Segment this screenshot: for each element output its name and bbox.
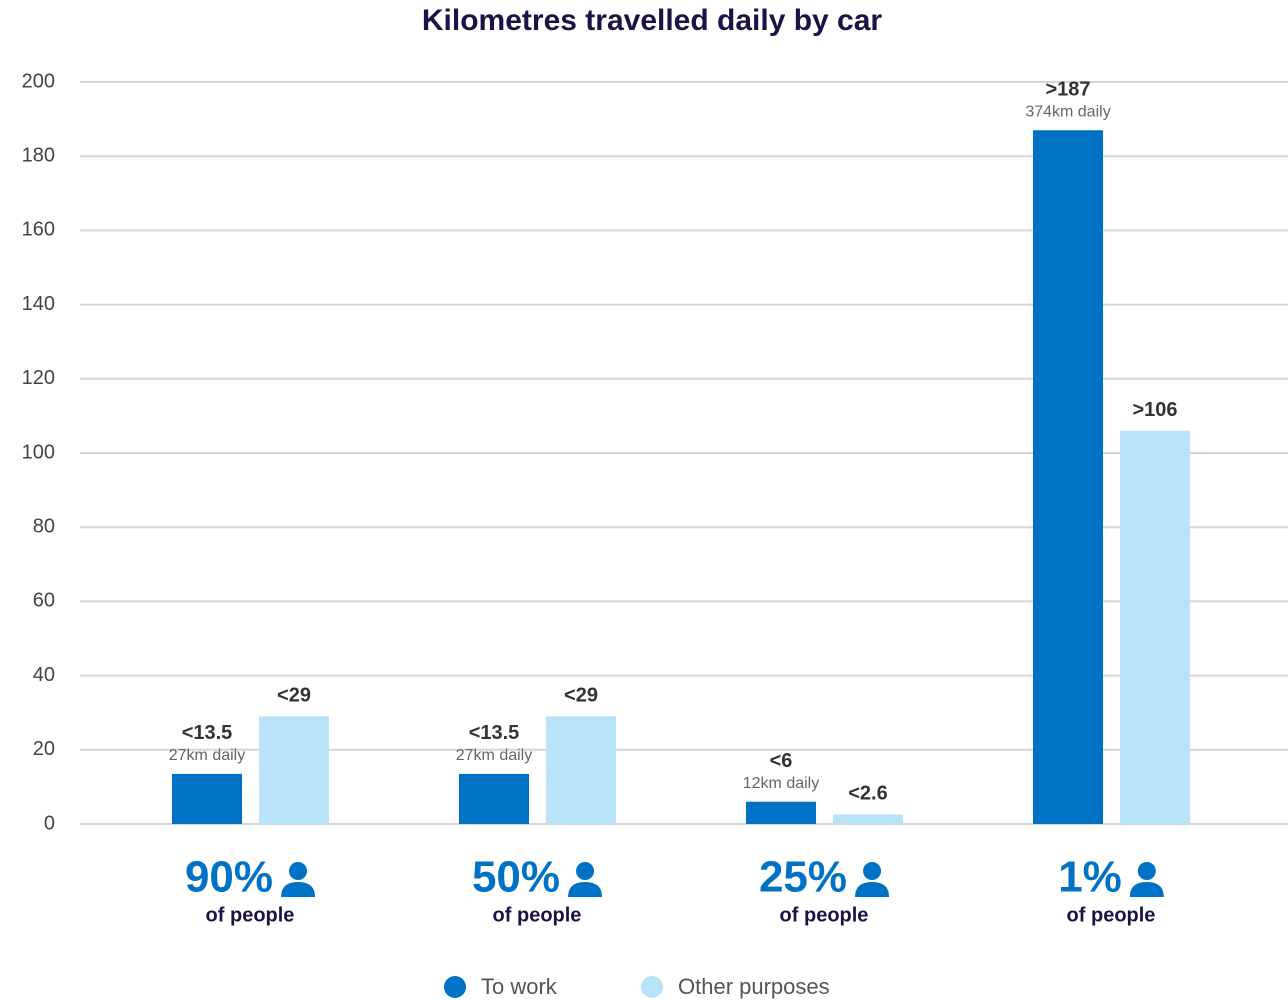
category-sublabel: of people — [206, 904, 295, 926]
chart-title: Kilometres travelled daily by car — [422, 4, 883, 37]
y-tick-label: 0 — [44, 812, 55, 834]
category-label: 50% — [472, 853, 560, 902]
daily-label: 374km daily — [1025, 103, 1110, 120]
value-label: <29 — [564, 685, 598, 707]
person-head — [289, 862, 308, 880]
legend-swatch — [444, 976, 466, 998]
person-body — [568, 882, 603, 897]
legend-swatch — [641, 976, 663, 998]
bar — [1033, 130, 1103, 825]
person-icon — [855, 862, 890, 897]
person-icon — [281, 862, 316, 897]
y-tick-label: 80 — [33, 515, 55, 537]
person-head — [576, 862, 595, 880]
bar — [259, 716, 329, 824]
y-tick-label: 200 — [22, 70, 55, 92]
person-head — [863, 862, 882, 880]
category-sublabel: of people — [1067, 904, 1156, 926]
person-body — [855, 882, 890, 897]
value-label: <13.5 — [182, 722, 233, 744]
y-tick-label: 180 — [22, 144, 55, 166]
bar — [459, 773, 529, 824]
person-icon — [568, 862, 603, 897]
bar — [1120, 430, 1190, 824]
y-tick-label: 160 — [22, 219, 55, 241]
legend-label: Other purposes — [678, 974, 830, 999]
value-label: <2.6 — [848, 783, 887, 805]
category-label: 90% — [185, 853, 273, 902]
bar — [172, 773, 242, 824]
person-body — [281, 882, 316, 897]
y-tick-label: 100 — [22, 441, 55, 463]
legend-label: To work — [481, 974, 558, 999]
daily-label: 27km daily — [456, 747, 532, 764]
category-sublabel: of people — [780, 904, 869, 926]
daily-label: 12km daily — [743, 775, 819, 792]
person-icon — [1129, 862, 1164, 897]
category-label: 1% — [1058, 853, 1122, 902]
value-label: <29 — [277, 685, 311, 707]
person-head — [1137, 862, 1156, 880]
bar — [746, 801, 816, 824]
person-body — [1129, 882, 1164, 897]
y-tick-label: 140 — [22, 293, 55, 315]
value-label: >187 — [1045, 79, 1090, 101]
value-label: <6 — [770, 750, 793, 772]
value-label: >106 — [1132, 399, 1177, 421]
bar — [546, 716, 616, 824]
y-tick-label: 20 — [33, 738, 55, 760]
category-label: 25% — [759, 853, 847, 902]
y-tick-label: 120 — [22, 367, 55, 389]
bar — [833, 814, 903, 824]
daily-label: 27km daily — [169, 747, 245, 764]
category-sublabel: of people — [493, 904, 582, 926]
y-tick-label: 40 — [33, 664, 55, 686]
value-label: <13.5 — [469, 722, 520, 744]
y-tick-label: 60 — [33, 590, 55, 612]
